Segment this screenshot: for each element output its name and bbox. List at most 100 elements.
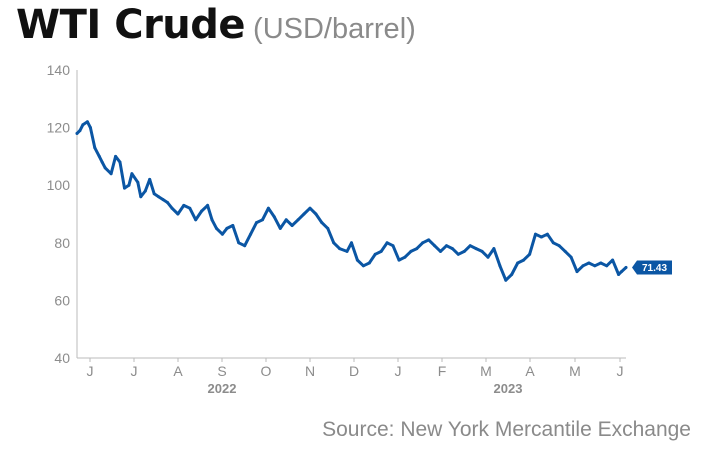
data-point bbox=[103, 166, 107, 170]
data-point bbox=[445, 244, 448, 248]
data-point bbox=[620, 270, 623, 274]
data-point bbox=[522, 258, 526, 262]
data-point bbox=[379, 249, 383, 253]
data-point bbox=[563, 249, 567, 253]
y-axis: 140 120 100 80 60 40 bbox=[47, 62, 78, 366]
data-point bbox=[255, 221, 258, 225]
data-point bbox=[114, 154, 118, 158]
x-tick-label: O bbox=[261, 363, 272, 379]
data-point bbox=[166, 201, 169, 204]
data-point bbox=[439, 249, 442, 253]
data-point bbox=[215, 226, 218, 230]
data-point bbox=[75, 131, 79, 135]
data-point bbox=[332, 241, 336, 245]
data-point bbox=[516, 261, 520, 265]
x-tick-label: N bbox=[305, 363, 315, 379]
data-point bbox=[296, 218, 300, 222]
data-point bbox=[498, 264, 502, 268]
last-value-tag bbox=[632, 260, 672, 275]
data-point bbox=[575, 270, 579, 274]
data-point bbox=[157, 195, 161, 199]
data-point bbox=[587, 261, 591, 265]
data-point bbox=[206, 203, 210, 207]
data-point bbox=[326, 226, 330, 230]
data-point bbox=[474, 247, 478, 251]
data-point bbox=[480, 249, 484, 253]
data-point bbox=[545, 232, 549, 236]
data-point bbox=[85, 120, 89, 124]
y-tick-label: 140 bbox=[47, 62, 71, 78]
data-point bbox=[611, 258, 615, 262]
data-point bbox=[210, 218, 214, 222]
data-point bbox=[557, 244, 561, 248]
data-point bbox=[314, 212, 318, 216]
data-point bbox=[539, 235, 543, 239]
data-point bbox=[220, 232, 224, 236]
data-point bbox=[302, 212, 306, 216]
data-point bbox=[148, 177, 152, 181]
data-point bbox=[130, 172, 134, 176]
x-tick-label: S bbox=[217, 363, 226, 379]
data-point bbox=[397, 258, 401, 262]
x-tick-label: D bbox=[349, 363, 359, 379]
data-point bbox=[290, 224, 294, 227]
y-tick-label: 120 bbox=[47, 120, 71, 136]
data-point bbox=[170, 206, 174, 210]
data-point bbox=[100, 160, 104, 164]
x-tick-label: A bbox=[173, 363, 183, 379]
data-point bbox=[200, 209, 204, 213]
data-point bbox=[350, 241, 353, 245]
data-point bbox=[266, 206, 270, 210]
data-point bbox=[504, 278, 508, 282]
data-point bbox=[492, 247, 496, 251]
data-point bbox=[136, 180, 140, 184]
x-tick-label: A bbox=[525, 363, 535, 379]
chart-title: WTI Crude (USD/barrel) bbox=[16, 2, 416, 48]
data-point bbox=[385, 241, 389, 245]
data-point bbox=[225, 226, 229, 230]
x-tick-label: F bbox=[438, 363, 447, 379]
y-tick-label: 60 bbox=[54, 292, 70, 308]
data-point bbox=[569, 255, 573, 259]
data-point bbox=[97, 154, 101, 158]
y-tick-label: 100 bbox=[47, 177, 71, 193]
data-point bbox=[415, 247, 419, 251]
data-point bbox=[403, 255, 407, 259]
y-tick-label: 80 bbox=[54, 235, 70, 251]
data-point bbox=[143, 189, 147, 193]
data-point bbox=[391, 244, 395, 248]
data-point bbox=[81, 123, 85, 127]
data-point bbox=[188, 206, 192, 210]
data-point bbox=[355, 258, 359, 262]
year-label: 2022 bbox=[208, 381, 237, 396]
data-point bbox=[534, 232, 537, 236]
data-point bbox=[421, 241, 425, 245]
y-tick-label: 40 bbox=[54, 350, 70, 366]
data-point bbox=[528, 252, 532, 256]
data-point bbox=[123, 186, 126, 190]
data-point bbox=[231, 224, 235, 227]
last-value-badge: 71.43 bbox=[632, 260, 672, 275]
title: WTI Crude bbox=[16, 2, 246, 48]
data-point bbox=[78, 129, 82, 132]
data-point bbox=[367, 261, 371, 265]
data-point bbox=[551, 241, 555, 245]
data-point bbox=[599, 261, 603, 265]
data-point bbox=[456, 252, 460, 256]
data-point bbox=[161, 198, 165, 202]
data-point bbox=[176, 212, 180, 216]
price-line bbox=[75, 120, 628, 282]
data-point bbox=[361, 264, 365, 268]
data-point bbox=[182, 203, 186, 207]
data-point bbox=[243, 244, 247, 248]
data-point bbox=[118, 160, 122, 164]
data-point bbox=[433, 244, 437, 248]
data-point bbox=[605, 264, 609, 268]
x-tick-label: J bbox=[617, 363, 624, 379]
data-point bbox=[409, 249, 413, 253]
data-point bbox=[272, 215, 276, 219]
data-point bbox=[237, 241, 241, 245]
year-label: 2023 bbox=[494, 381, 523, 396]
data-point bbox=[109, 172, 113, 176]
